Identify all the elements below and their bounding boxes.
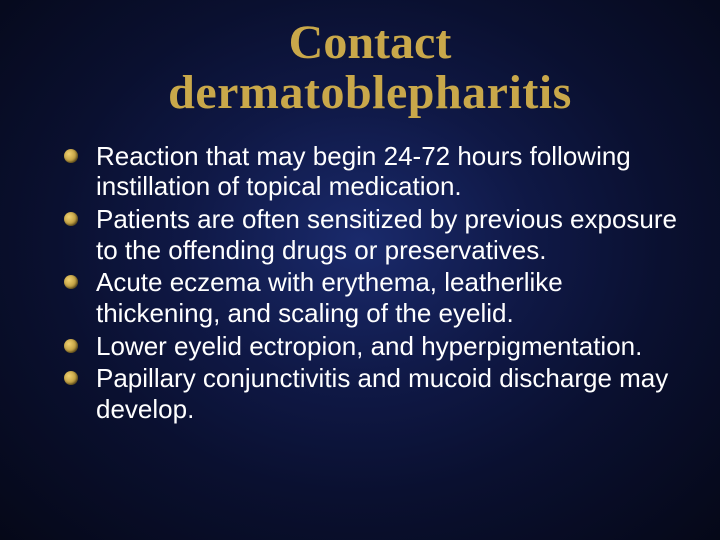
bullet-list: Reaction that may begin 24-72 hours foll… — [60, 141, 680, 425]
title-line-1: Contact — [60, 18, 680, 68]
list-item: Papillary conjunctivitis and mucoid disc… — [88, 363, 680, 424]
slide-title: Contact dermatoblepharitis — [60, 18, 680, 119]
bullet-text: Acute eczema with erythema, leatherlike … — [96, 267, 563, 328]
bullet-text: Reaction that may begin 24-72 hours foll… — [96, 141, 631, 202]
bullet-text: Lower eyelid ectropion, and hyperpigment… — [96, 331, 642, 361]
bullet-text: Patients are often sensitized by previou… — [96, 204, 677, 265]
list-item: Reaction that may begin 24-72 hours foll… — [88, 141, 680, 202]
list-item: Acute eczema with erythema, leatherlike … — [88, 267, 680, 328]
list-item: Lower eyelid ectropion, and hyperpigment… — [88, 331, 680, 362]
bullet-text: Papillary conjunctivitis and mucoid disc… — [96, 363, 668, 424]
slide: Contact dermatoblepharitis Reaction that… — [0, 0, 720, 540]
title-line-2: dermatoblepharitis — [60, 68, 680, 118]
list-item: Patients are often sensitized by previou… — [88, 204, 680, 265]
